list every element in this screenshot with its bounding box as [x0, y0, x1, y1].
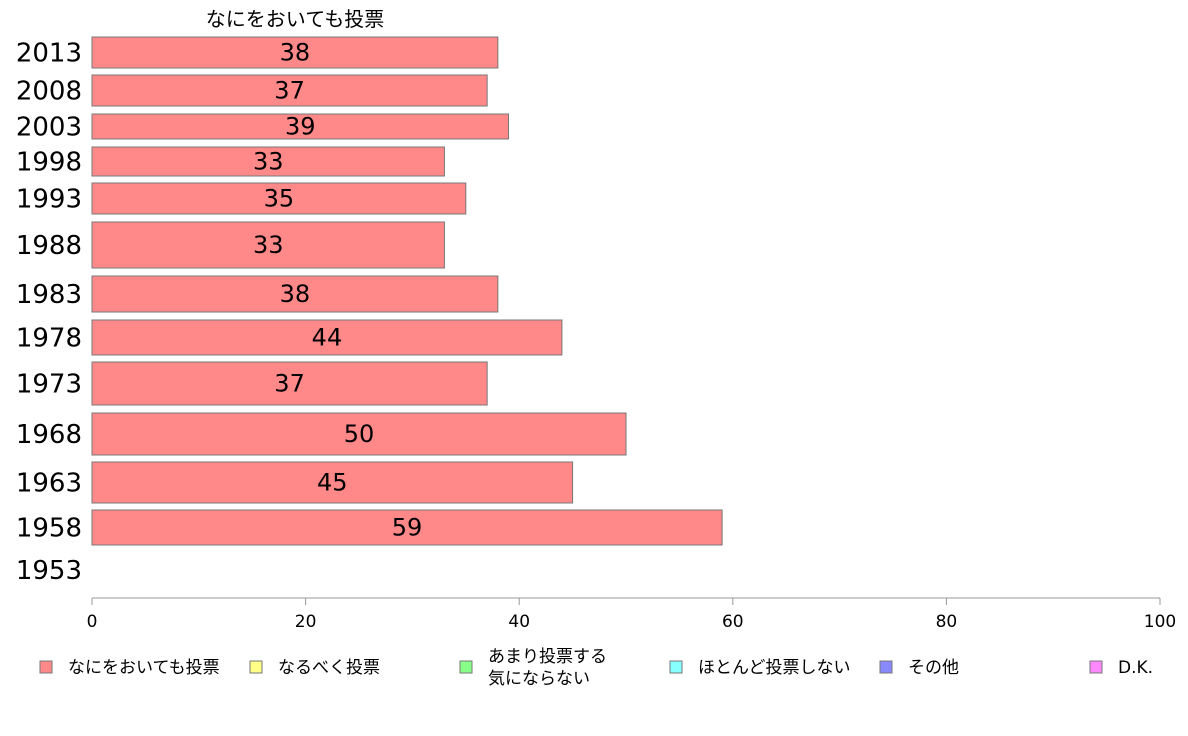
year-label-1953: 1953: [16, 556, 82, 586]
bar-label-1963-series-0: 45: [317, 469, 348, 497]
x-tick-label-40: 40: [508, 612, 530, 632]
x-tick-label-100: 100: [1144, 612, 1176, 632]
bar-1983-series-0: [91, 275, 499, 313]
x-tick-label-20: 20: [295, 612, 317, 632]
year-labels: 2013 2008 2003 1998 1993 1988 1983 1978 1973 1968…: [16, 39, 82, 587]
legend-label-4: その他: [908, 658, 959, 678]
bar-1973-series-0: [91, 361, 488, 406]
x-tick-label-60: 60: [722, 612, 744, 632]
year-label-1998: 1998: [16, 148, 82, 178]
bar-label-2003-series-0: 39: [285, 113, 316, 141]
x-tick-label-0: 0: [87, 612, 98, 632]
year-label-1993: 1993: [16, 185, 82, 215]
legend-swatch-3: [669, 660, 683, 674]
bar-label-1983-series-0: 38: [280, 280, 311, 308]
year-label-2008: 2008: [16, 77, 82, 107]
bar-1958-series-0: [91, 509, 723, 546]
year-label-1968: 1968: [16, 420, 82, 450]
top-series-label: なにをおいても投票: [206, 7, 384, 31]
bar-label-1993-series-0: 35: [264, 185, 295, 213]
bar-1963-series-0: [91, 461, 574, 504]
bar-1978-series-0: [91, 319, 563, 356]
legend-label-3: ほとんど投票しない: [698, 658, 851, 678]
bar-label-2013-series-0: 38: [280, 39, 311, 67]
year-label-1958: 1958: [16, 514, 82, 544]
bar-label-1973-series-0: 37: [274, 370, 305, 398]
legend-swatch-5: [1089, 660, 1103, 674]
bar-2013-series-0: [91, 36, 499, 69]
bar-2003-series-0: [91, 113, 510, 140]
bar-label-1988-series-0: 33: [253, 231, 284, 259]
legend-swatch-1: [249, 660, 263, 674]
bar-1993-series-0: [91, 182, 467, 215]
year-label-1988: 1988: [16, 231, 82, 261]
year-label-1983: 1983: [16, 280, 82, 310]
bar-1968-series-0: [91, 412, 627, 456]
bar-2008-series-0: [91, 74, 488, 107]
bar-1988-series-0: [91, 221, 445, 269]
year-label-1978: 1978: [16, 324, 82, 354]
legend-label-5: D.K.: [1118, 658, 1153, 678]
bar-label-2008-series-0: 37: [274, 77, 305, 105]
year-label-1963: 1963: [16, 469, 82, 499]
legend-label-1: なるべく投票: [278, 658, 380, 678]
legend-swatch-2: [459, 660, 473, 674]
bar-label-1978-series-0: 44: [312, 324, 343, 352]
bar-1998-series-0: [91, 146, 445, 177]
year-label-1973: 1973: [16, 370, 82, 400]
legend-label-2-line-0: あまり投票する: [488, 647, 607, 667]
bar-label-1958-series-0: 59: [392, 514, 423, 542]
legend-label-0: なにをおいても投票: [68, 658, 220, 678]
bar-label-1998-series-0: 33: [253, 148, 284, 176]
year-label-2013: 2013: [16, 39, 82, 69]
legend-label-2-line-1: 気にならない: [488, 669, 590, 689]
year-label-2003: 2003: [16, 113, 82, 143]
x-tick-label-80: 80: [936, 612, 958, 632]
x-axis: 0 20 40 60 80 100: [87, 597, 1176, 632]
legend-swatch-0: [39, 660, 53, 674]
legend-swatch-4: [879, 660, 893, 674]
bar-label-1968-series-0: 50: [344, 420, 375, 448]
